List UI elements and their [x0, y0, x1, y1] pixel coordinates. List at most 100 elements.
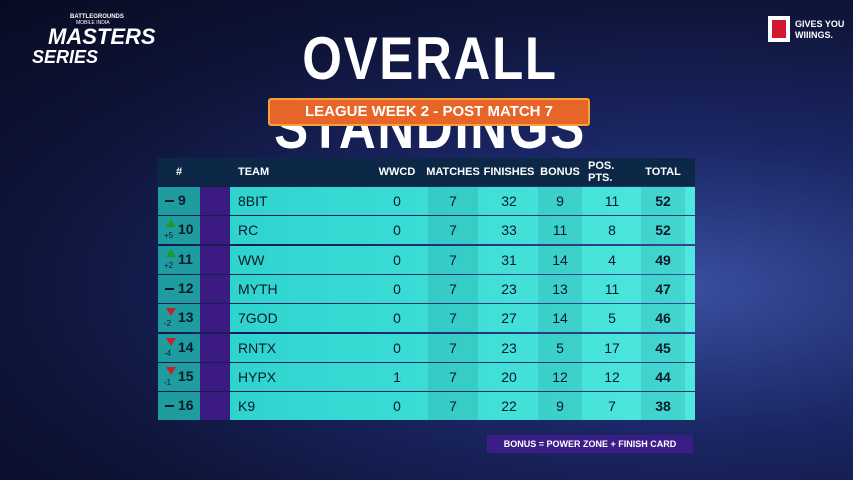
- stat: 9: [538, 187, 582, 215]
- stat: 5: [538, 333, 582, 362]
- stat: 7: [428, 304, 478, 333]
- rank-change: +5: [164, 231, 174, 241]
- stat: 33: [501, 222, 517, 239]
- team-logo: [200, 333, 230, 362]
- arrow-down: [166, 308, 176, 317]
- stat: 22: [501, 398, 517, 415]
- team-name: K9: [238, 398, 256, 415]
- team-logo: [200, 187, 230, 215]
- column-header: TOTAL: [645, 166, 681, 178]
- rank-cell: 11 +2: [158, 245, 200, 274]
- column-header: MATCHES: [426, 166, 480, 178]
- rank: 15: [178, 367, 194, 384]
- rank-cell: 16: [158, 392, 200, 421]
- stat: 7: [428, 245, 478, 274]
- team-name: 7GOD: [238, 310, 278, 327]
- stat: 0: [393, 398, 401, 415]
- total: 46: [641, 304, 685, 333]
- stat: 23: [501, 280, 517, 297]
- no-change: [165, 287, 174, 290]
- logo-top: BATTLEGROUNDS: [70, 14, 124, 20]
- stat: 9: [538, 392, 582, 421]
- sponsor-text: GIVES YOU WIIINGS.: [795, 19, 844, 41]
- logo-line1: MASTERS: [48, 24, 156, 49]
- logo-line2: SERIES: [32, 47, 99, 67]
- rank-change: +2: [164, 260, 174, 270]
- stat: 7: [428, 274, 478, 303]
- arrow-down: [166, 366, 176, 375]
- stat: 7: [428, 392, 478, 421]
- rank-cell: 9: [158, 187, 200, 215]
- team-name: 8BIT: [238, 193, 268, 209]
- stat: 14: [538, 245, 582, 274]
- rank-cell: 12: [158, 274, 200, 303]
- stat: 0: [393, 280, 401, 297]
- table-row: 10 +5 RC 0 7 33 11 8 52: [158, 216, 695, 245]
- stat: 7: [608, 398, 616, 415]
- rank-cell: 15 -1: [158, 362, 200, 391]
- total: 52: [641, 216, 685, 245]
- stat: 12: [604, 368, 620, 385]
- table-row: 15 -1 HYPX 1 7 20 12 12 44: [158, 362, 695, 391]
- rank-cell: 13 -2: [158, 304, 200, 333]
- stat: 0: [393, 339, 401, 356]
- rank: 12: [178, 279, 194, 296]
- stat: 20: [501, 368, 517, 385]
- stat: 0: [393, 310, 401, 327]
- total: 47: [641, 274, 685, 303]
- total: 45: [641, 333, 685, 362]
- table-row: 13 -2 7GOD 0 7 27 14 5 46: [158, 304, 695, 333]
- stat: 0: [393, 251, 401, 268]
- team-logo: [200, 245, 230, 274]
- stat: 11: [604, 193, 620, 209]
- stat: 5: [608, 310, 616, 327]
- arrow-up: [166, 248, 176, 257]
- rank-change: -1: [164, 377, 172, 387]
- stat: 13: [538, 274, 582, 303]
- stat: 4: [608, 251, 616, 268]
- column-header: TEAM: [238, 166, 270, 178]
- team-logo: [200, 304, 230, 333]
- rank-change: -4: [164, 348, 172, 358]
- column-header: #: [175, 166, 183, 178]
- stat: 7: [428, 362, 478, 391]
- table-row: 14 -4 RNTX 0 7 23 5 17 45: [158, 333, 695, 362]
- team-name: WW: [238, 251, 265, 268]
- team-name: RC: [238, 222, 259, 239]
- stat: 12: [538, 362, 582, 391]
- column-header: WWCD: [378, 166, 416, 178]
- column-header: POS. PTS.: [588, 160, 615, 184]
- stat: 27: [501, 310, 517, 327]
- rank: 13: [178, 309, 194, 326]
- stat: 1: [393, 368, 401, 385]
- total: 44: [641, 362, 685, 391]
- table-row: 12 MYTH 0 7 23 13 11 47: [158, 274, 695, 303]
- rank: 10: [178, 221, 194, 238]
- rank-cell: 10 +5: [158, 216, 200, 245]
- sponsor-line: WIIINGS.: [795, 30, 833, 40]
- stat: 17: [604, 339, 620, 356]
- rank: 16: [178, 397, 194, 414]
- column-header: BONUS: [540, 166, 580, 178]
- stat: 7: [428, 333, 478, 362]
- rank: 11: [178, 250, 193, 267]
- table-row: 16 K9 0 7 22 9 7 38: [158, 392, 695, 421]
- arrow-down: [166, 337, 176, 346]
- rank-cell: 14 -4: [158, 333, 200, 362]
- stat: 31: [501, 251, 517, 268]
- team-logo: [200, 216, 230, 245]
- table-row: 9 8BIT 0 7 32 9 11 52: [158, 187, 695, 215]
- stat: 32: [501, 193, 517, 209]
- sponsor-line: GIVES YOU: [795, 19, 845, 29]
- rank: 9: [178, 192, 186, 208]
- table-row: 11 +2 WW 0 7 31 14 4 49: [158, 245, 695, 274]
- total: 49: [641, 245, 685, 274]
- team-name: MYTH: [238, 280, 278, 297]
- team-logo: [200, 274, 230, 303]
- stat: 23: [501, 339, 517, 356]
- stat: 7: [428, 187, 478, 215]
- event-logo: BATTLEGROUNDS MOBILE INDIA MASTERS SERIE…: [18, 14, 156, 67]
- stat: 14: [538, 304, 582, 333]
- total: 52: [641, 187, 685, 215]
